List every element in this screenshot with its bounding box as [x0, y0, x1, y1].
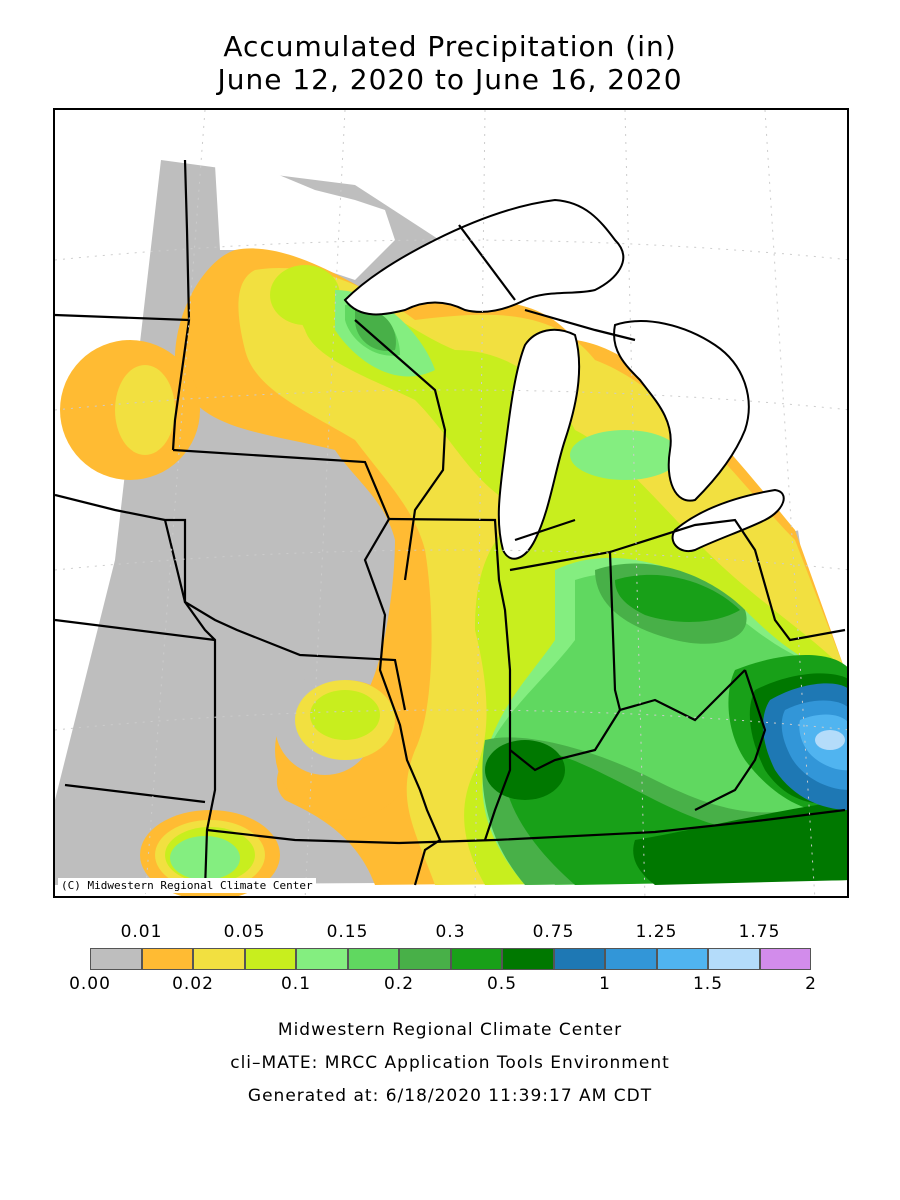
precip-zone-0.05-minnesota — [270, 265, 340, 325]
legend-bottom-label: 1 — [599, 974, 611, 994]
legend-top-label: 0.05 — [223, 922, 266, 942]
legend-top-label: 0.01 — [120, 922, 163, 942]
footer-organization: Midwestern Regional Climate Center — [277, 1020, 623, 1040]
legend-swatch — [450, 948, 502, 970]
precip-zone-0.2 — [355, 309, 396, 351]
lake-michigan — [497, 328, 581, 560]
legend-swatch — [193, 948, 245, 970]
legend-swatch — [759, 948, 811, 970]
legend-bottom-label: 0.00 — [69, 974, 111, 994]
precip-zone-0.5-illinois — [485, 740, 565, 800]
legend-bottom-label: 0.2 — [383, 974, 415, 994]
precip-zone-0.5-south — [633, 800, 847, 885]
legend-swatch — [141, 948, 193, 970]
map-subtitle-date-range: June 12, 2020 to June 16, 2020 — [217, 63, 683, 96]
color-legend: 0.01 0.05 0.15 0.3 0.75 1.25 1.75 0.00 0.02 0.1 0.… — [0, 920, 900, 1000]
precip-zone-0.02-west — [115, 365, 175, 455]
precip-zone-0.1-michigan — [570, 430, 680, 480]
lake-huron — [613, 320, 750, 502]
legend-swatch — [605, 948, 657, 970]
legend-swatch — [347, 948, 399, 970]
legend-swatch — [399, 948, 451, 970]
legend-swatch — [708, 948, 760, 970]
precipitation-map: (C) Midwestern Regional Climate Center — [53, 108, 849, 898]
legend-swatch — [90, 948, 142, 970]
legend-top-label: 1.25 — [635, 922, 678, 942]
legend-bottom-label: 0.5 — [486, 974, 518, 994]
legend-swatch — [502, 948, 554, 970]
precip-zone-0.3 — [615, 574, 740, 622]
precip-zone-1.5 — [815, 730, 845, 750]
legend-top-label: 0.3 — [435, 922, 466, 942]
map-canvas — [55, 110, 847, 896]
legend-top-label: 1.75 — [738, 922, 781, 942]
legend-swatch — [553, 948, 605, 970]
map-title: Accumulated Precipitation (in) — [223, 30, 677, 63]
legend-bottom-label: 0.1 — [280, 974, 312, 994]
legend-bottom-label: 2 — [805, 974, 817, 994]
state-boundaries — [55, 159, 846, 891]
legend-top-label: 0.75 — [532, 922, 575, 942]
legend-top-label: 0.15 — [326, 922, 369, 942]
legend-swatch — [656, 948, 708, 970]
footer-tool-name: cli–MATE: MRCC Application Tools Environ… — [230, 1053, 670, 1073]
legend-swatch — [296, 948, 348, 970]
footer-generated-time: Generated at: 6/18/2020 11:39:17 AM CDT — [247, 1086, 653, 1106]
map-credit: (C) Midwestern Regional Climate Center — [58, 878, 316, 893]
legend-bottom-label: 0.02 — [172, 974, 214, 994]
legend-bottom-label: 1.5 — [692, 974, 724, 994]
legend-swatch — [244, 948, 296, 970]
precip-zone-0.05-iowa — [310, 690, 380, 740]
